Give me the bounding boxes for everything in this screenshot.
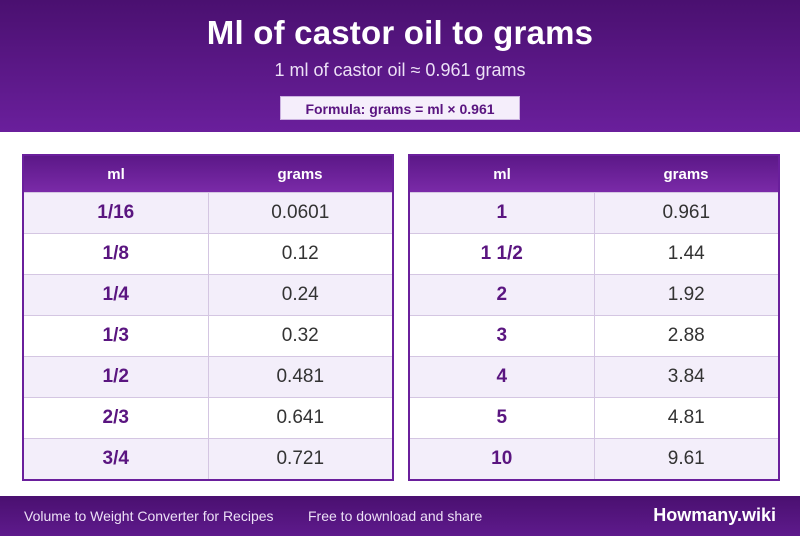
table-body: 1/16 0.0601 1/8 0.12 1/4 0.24 1/3 0.32 1/2 0.481 2… xyxy=(24,192,392,479)
grams-value-cell: 9.61 xyxy=(667,448,705,469)
ml-value-cell: 1/3 xyxy=(24,316,209,356)
grams-value-cell: 0.24 xyxy=(281,284,319,305)
table-row: 1/8 0.12 xyxy=(24,233,392,274)
ml-value-cell: 5 xyxy=(410,398,595,438)
conversion-table-right: ml grams 1 0.961 1 1/2 1.44 2 1.92 3 2.88 4 3.84 5… xyxy=(408,154,780,481)
ml-value-cell: 1/8 xyxy=(24,234,209,274)
grams-value-cell: 1.92 xyxy=(667,284,705,305)
footer-bar: Volume to Weight Converter for Recipes F… xyxy=(0,496,800,536)
grams-value-cell: 0.12 xyxy=(281,243,319,264)
ml-value-cell: 3/4 xyxy=(24,439,209,479)
page-subtitle: 1 ml of castor oil ≈ 0.961 grams xyxy=(274,60,526,80)
header-banner: Ml of castor oil to grams 1 ml of castor… xyxy=(0,0,800,132)
footer-converter-text: Volume to Weight Converter for Recipes xyxy=(24,508,274,524)
grams-value-cell: 3.84 xyxy=(667,366,705,387)
table-row: 2/3 0.641 xyxy=(24,397,392,438)
ml-value-cell: 1 1/2 xyxy=(410,234,595,274)
ml-value-cell: 10 xyxy=(410,439,595,479)
ml-value-cell: 4 xyxy=(410,357,595,397)
grams-value-cell: 2.88 xyxy=(667,325,705,346)
table-row: 10 9.61 xyxy=(410,438,778,479)
ml-value-cell: 1/16 xyxy=(24,193,209,233)
table-header: ml grams xyxy=(410,156,778,192)
ml-value-cell: 1/2 xyxy=(24,357,209,397)
ml-value-cell: 1 xyxy=(410,193,595,233)
table-row: 1 1/2 1.44 xyxy=(410,233,778,274)
table-row: 4 3.84 xyxy=(410,356,778,397)
grams-value-cell: 4.81 xyxy=(667,407,705,428)
table-row: 5 4.81 xyxy=(410,397,778,438)
column-header-grams: grams xyxy=(277,165,323,183)
brand-logo-text[interactable]: Howmany.wiki xyxy=(653,505,776,525)
table-row: 1 0.961 xyxy=(410,192,778,233)
table-header: ml grams xyxy=(24,156,392,192)
footer-share-text: Free to download and share xyxy=(308,508,483,524)
column-header-grams: grams xyxy=(663,165,709,183)
grams-value-cell: 0.961 xyxy=(662,202,711,223)
page-title: Ml of castor oil to grams xyxy=(206,14,594,51)
table-row: 3/4 0.721 xyxy=(24,438,392,479)
grams-value-cell: 0.721 xyxy=(276,448,325,469)
table-row: 1/2 0.481 xyxy=(24,356,392,397)
table-row: 1/16 0.0601 xyxy=(24,192,392,233)
conversion-table-left: ml grams 1/16 0.0601 1/8 0.12 1/4 0.24 1/3 0.32… xyxy=(22,154,394,481)
ml-value-cell: 1/4 xyxy=(24,275,209,315)
table-row: 1/4 0.24 xyxy=(24,274,392,315)
ml-value-cell: 2 xyxy=(410,275,595,315)
grams-value-cell: 0.0601 xyxy=(271,202,330,223)
table-row: 3 2.88 xyxy=(410,315,778,356)
column-header-ml: ml xyxy=(493,165,511,183)
column-header-ml: ml xyxy=(107,165,125,183)
grams-value-cell: 0.641 xyxy=(276,407,325,428)
grams-value-cell: 1.44 xyxy=(667,243,705,264)
formula-badge: Formula: grams = ml × 0.961 xyxy=(280,96,520,120)
table-row: 2 1.92 xyxy=(410,274,778,315)
grams-value-cell: 0.481 xyxy=(276,366,325,387)
ml-value-cell: 3 xyxy=(410,316,595,356)
table-body: 1 0.961 1 1/2 1.44 2 1.92 3 2.88 4 3.84 5 4.81 10 9.6… xyxy=(410,192,778,479)
ml-value-cell: 2/3 xyxy=(24,398,209,438)
grams-value-cell: 0.32 xyxy=(281,325,319,346)
table-row: 1/3 0.32 xyxy=(24,315,392,356)
